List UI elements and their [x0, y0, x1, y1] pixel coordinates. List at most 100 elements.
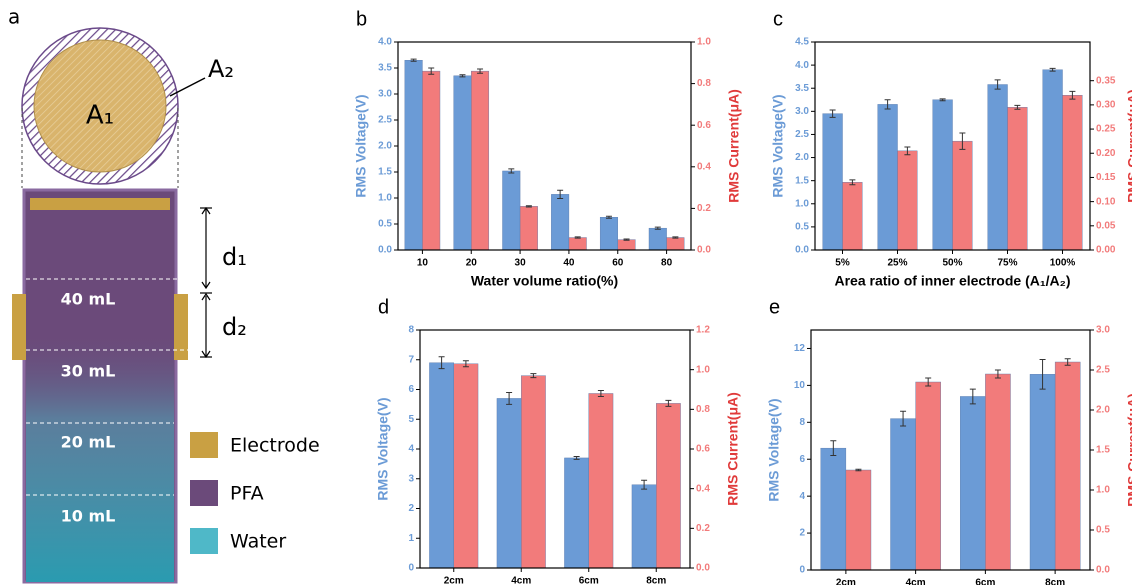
panel-label: d	[378, 296, 389, 318]
bar	[568, 237, 587, 251]
x-tick-label: 2cm	[444, 576, 464, 585]
error-bar	[925, 377, 932, 387]
y-tick-label: 1.0	[696, 364, 710, 375]
x-tick-label: 10	[417, 258, 429, 269]
bar	[985, 373, 1011, 571]
error-bar	[900, 410, 907, 427]
y-tick-label: 2.0	[1096, 405, 1110, 416]
error-bar	[573, 455, 580, 460]
error-bar	[849, 179, 856, 186]
bar	[820, 447, 847, 571]
error-bar	[1064, 358, 1071, 366]
y-tick-label: 0.0	[795, 245, 809, 256]
bar	[599, 217, 618, 251]
x-tick-label: 8cm	[646, 576, 666, 585]
bar	[1062, 95, 1083, 251]
bar	[842, 182, 863, 251]
bar	[471, 70, 490, 251]
x-tick-label: 25%	[887, 258, 907, 269]
bar	[822, 113, 843, 251]
error-bar	[508, 168, 515, 174]
bar	[617, 239, 636, 251]
error-bar	[459, 74, 466, 78]
error-bar	[855, 468, 862, 472]
error-bar	[959, 132, 966, 150]
y-tick-label: 2.0	[378, 141, 392, 152]
y-tick-label: 8	[408, 325, 414, 336]
y-tick-label: 0.5	[795, 222, 809, 233]
x-tick-label: 50%	[942, 258, 962, 269]
error-bar	[969, 388, 976, 405]
legend-label: Electrode	[230, 435, 320, 457]
bar	[897, 150, 918, 251]
bar	[1054, 361, 1081, 571]
y-tick-label: 4.5	[795, 37, 809, 48]
volume-label: 30 mL	[61, 362, 116, 381]
side-electrode	[174, 294, 188, 360]
error-bar	[829, 109, 836, 118]
x-tick-label: 6cm	[975, 578, 995, 585]
error-bar	[1049, 67, 1056, 72]
error-bar	[665, 399, 672, 407]
legend-swatch	[190, 528, 218, 554]
x-axis-title: Water volume ratio(%)	[471, 273, 618, 289]
y-tick-label: 1	[408, 533, 414, 544]
y-tick-label: 1.2	[696, 325, 710, 336]
y-tick-label: 0.2	[696, 523, 710, 534]
y-tick-label: 0.0	[378, 245, 392, 256]
error-bar	[623, 238, 630, 241]
bar	[1007, 107, 1028, 251]
bar	[404, 60, 423, 251]
error-bar	[904, 146, 911, 156]
y-tick-label: 6	[799, 454, 805, 465]
y-tick-label: 1.0	[378, 193, 392, 204]
error-bar	[597, 389, 604, 397]
y-tick-label: 6	[408, 384, 414, 395]
y-tick-label: 12	[794, 343, 806, 354]
y-tick-label: 1.0	[697, 37, 711, 48]
y-tick-label: 0.6	[696, 444, 710, 455]
panel-label: e	[769, 296, 780, 318]
y-tick-label: 0.15	[1096, 172, 1116, 183]
area-label: A₁	[86, 101, 114, 131]
y-tick-label: 2.5	[795, 129, 809, 140]
x-tick-label: 4cm	[511, 576, 531, 585]
y-axis-title: RMS Voltage(V)	[375, 397, 391, 500]
error-bar	[530, 373, 537, 379]
error-bar	[477, 68, 484, 74]
bar	[932, 99, 953, 251]
x-tick-label: 2cm	[836, 578, 856, 585]
error-bar	[994, 79, 1001, 90]
bar	[666, 237, 685, 251]
y-tick-label: 4	[408, 444, 414, 455]
y-tick-label: 0.35	[1096, 75, 1116, 86]
y-tick-label: 2.5	[1096, 365, 1110, 376]
y-tick-label: 0.00	[1096, 245, 1116, 256]
y-tick-label: 0.4	[697, 161, 711, 172]
bar	[845, 469, 872, 571]
panel-label: a	[8, 5, 20, 29]
y2-axis-title: RMS Current(μA)	[725, 392, 741, 506]
dimension-label: d₁	[222, 243, 247, 271]
area-label: A₂	[208, 55, 234, 83]
bar	[551, 194, 570, 251]
error-bar	[525, 205, 532, 208]
y-tick-label: 0.25	[1096, 124, 1116, 135]
bar	[521, 375, 546, 569]
y-tick-label: 1.0	[795, 198, 809, 209]
panel-label: c	[773, 8, 783, 30]
y-tick-label: 1.5	[795, 175, 809, 186]
panel-a: a A₁ A₂ 40 mL 30 mL 20 mL 10 mL d₁ d₂	[8, 5, 320, 584]
y-tick-label: 0.8	[696, 404, 710, 415]
bar	[502, 170, 521, 251]
y-tick-label: 5	[408, 414, 414, 425]
y-tick-label: 1.0	[1096, 485, 1110, 496]
y-tick-label: 3.5	[795, 83, 809, 94]
y-tick-label: 3	[408, 473, 414, 484]
x-tick-label: 5%	[835, 258, 850, 269]
plot-frame	[397, 41, 692, 251]
y-axis-title: RMS Voltage(V)	[770, 94, 786, 197]
y-tick-label: 2.5	[378, 115, 392, 126]
legend-label: PFA	[230, 483, 264, 505]
bar	[422, 70, 441, 251]
